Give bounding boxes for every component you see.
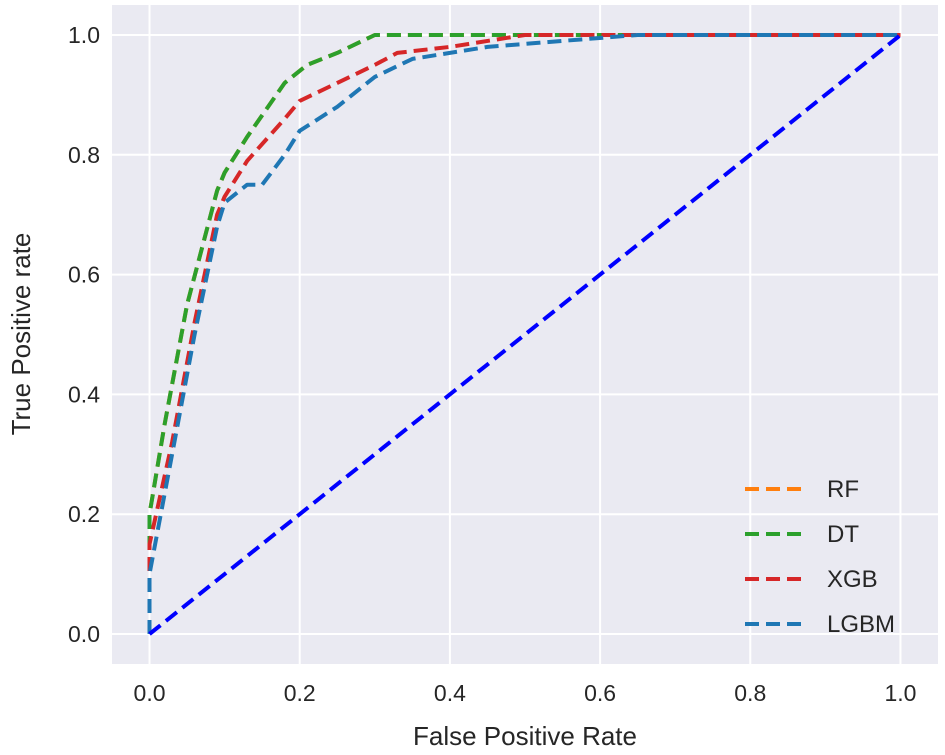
y-tick-labels: 0.0 0.2 0.4 0.6 0.8 1.0 <box>68 22 100 647</box>
y-tick-label: 0.6 <box>68 262 100 288</box>
x-axis-label: False Positive Rate <box>413 721 637 751</box>
x-tick-label: 0.8 <box>734 680 766 706</box>
series-line-dt <box>147 33 901 634</box>
series-line-xgb <box>147 33 901 634</box>
y-tick-label: 0.4 <box>68 381 100 407</box>
y-axis-label: True Positive rate <box>6 233 36 436</box>
x-tick-label: 1.0 <box>884 680 916 706</box>
y-tick-label: 1.0 <box>68 22 100 48</box>
series-lines <box>147 33 902 636</box>
legend-label-lgbm: LGBM <box>827 611 895 638</box>
legend-label-rf: RF <box>827 476 859 503</box>
series-line-lgbm <box>147 33 901 634</box>
y-tick-label: 0.2 <box>68 501 100 527</box>
legend-label-xgb: XGB <box>827 566 878 593</box>
y-tick-label: 0.8 <box>68 142 100 168</box>
grid-lines <box>112 5 938 664</box>
legend-label-dt: DT <box>827 521 859 548</box>
x-tick-label: 0.0 <box>134 680 166 706</box>
x-tick-labels: 0.0 0.2 0.4 0.6 0.8 1.0 <box>134 680 917 706</box>
x-tick-label: 0.2 <box>284 680 316 706</box>
x-tick-label: 0.6 <box>584 680 616 706</box>
diagonal-reference-line <box>148 33 902 636</box>
legend: RF DT XGB LGBM <box>745 476 895 638</box>
x-tick-label: 0.4 <box>434 680 466 706</box>
y-tick-label: 0.0 <box>68 621 100 647</box>
